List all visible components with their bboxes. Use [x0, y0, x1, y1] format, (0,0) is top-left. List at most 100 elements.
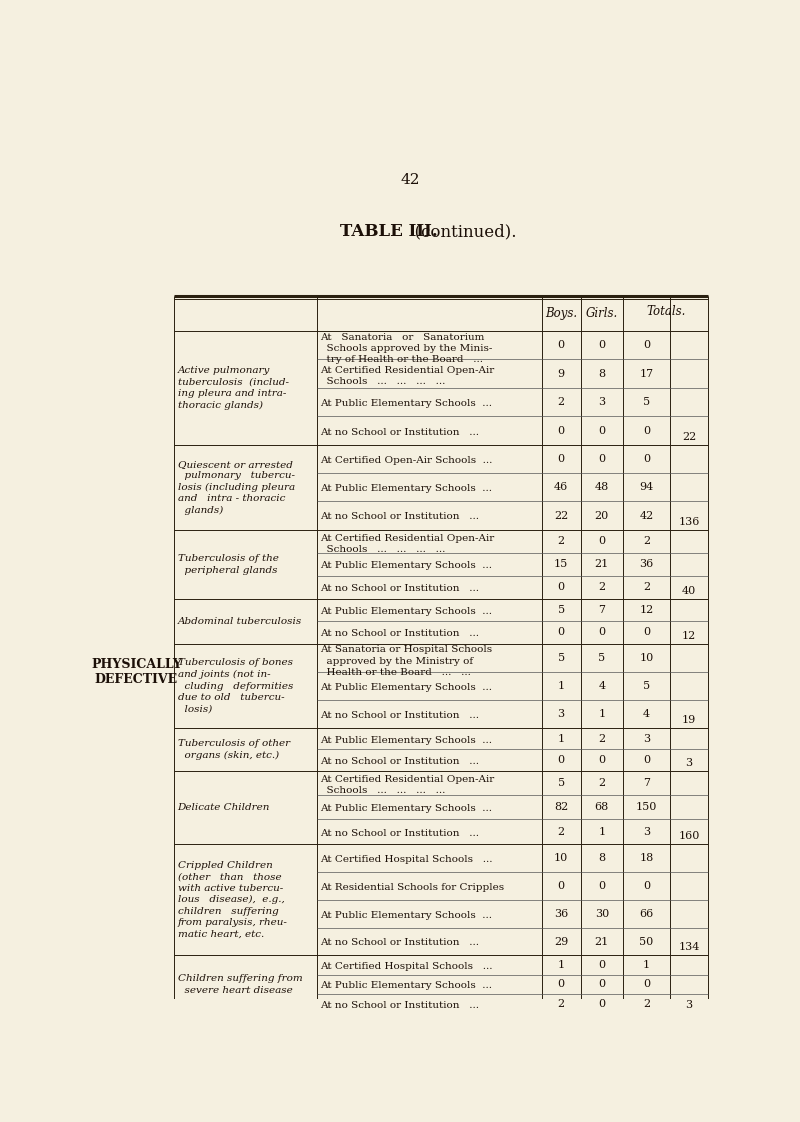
- Text: 2: 2: [598, 734, 606, 744]
- Text: Active pulmonary
tuberculosis  (includ-
ing pleura and intra-
thoracic glands): Active pulmonary tuberculosis (includ- i…: [178, 366, 289, 410]
- Text: At Public Elementary Schools  ...: At Public Elementary Schools ...: [320, 485, 492, 494]
- Text: 82: 82: [554, 802, 568, 812]
- Text: 18: 18: [639, 853, 654, 863]
- Text: 12: 12: [639, 605, 654, 615]
- Text: 36: 36: [554, 909, 568, 919]
- Text: 160: 160: [678, 830, 700, 840]
- Text: 1: 1: [598, 709, 606, 719]
- Text: 0: 0: [598, 881, 606, 891]
- Text: Crippled Children
(other   than   those
with active tubercu-
lous   disease),  e: Crippled Children (other than those with…: [178, 861, 287, 939]
- Text: 0: 0: [598, 999, 606, 1009]
- Text: At no School or Institution   ...: At no School or Institution ...: [320, 629, 479, 638]
- Text: 21: 21: [594, 559, 609, 569]
- Text: At Certified Residential Open-Air
  Schools   ...   ...   ...   ...: At Certified Residential Open-Air School…: [320, 775, 494, 795]
- Text: Tuberculosis of bones
and joints (not in-
  cluding   deformities
due to old   t: Tuberculosis of bones and joints (not in…: [178, 659, 293, 714]
- Text: At Certified Residential Open-Air
  Schools   ...   ...   ...   ...: At Certified Residential Open-Air School…: [320, 533, 494, 553]
- Text: 5: 5: [643, 397, 650, 407]
- Text: 20: 20: [594, 511, 609, 521]
- Text: 0: 0: [558, 425, 565, 435]
- Text: At Sanatoria or Hospital Schools
  approved by the Ministry of
  Health or the B: At Sanatoria or Hospital Schools approve…: [320, 645, 492, 677]
- Text: TABLE III.: TABLE III.: [340, 223, 438, 240]
- Text: 8: 8: [598, 853, 606, 863]
- Text: 1: 1: [558, 960, 565, 971]
- Text: At Public Elementary Schools  ...: At Public Elementary Schools ...: [320, 804, 492, 813]
- Text: 2: 2: [558, 536, 565, 546]
- Text: 0: 0: [558, 755, 565, 765]
- Text: 0: 0: [643, 425, 650, 435]
- Text: 66: 66: [639, 909, 654, 919]
- Text: 68: 68: [594, 802, 609, 812]
- Text: 5: 5: [558, 653, 565, 663]
- Text: Totals.: Totals.: [646, 305, 686, 318]
- Text: At no School or Institution   ...: At no School or Institution ...: [320, 1001, 479, 1010]
- Text: At Public Elementary Schools  ...: At Public Elementary Schools ...: [320, 736, 492, 745]
- Text: 22: 22: [554, 511, 568, 521]
- Text: Delicate Children: Delicate Children: [178, 802, 270, 811]
- Text: At Public Elementary Schools  ...: At Public Elementary Schools ...: [320, 561, 492, 570]
- Text: At no School or Institution   ...: At no School or Institution ...: [320, 711, 479, 720]
- Text: At Certified Open-Air Schools  ...: At Certified Open-Air Schools ...: [320, 456, 493, 465]
- Text: 94: 94: [639, 482, 654, 493]
- Text: 0: 0: [558, 582, 565, 592]
- Text: 5: 5: [558, 605, 565, 615]
- Text: (continued).: (continued).: [404, 223, 516, 240]
- Text: 12: 12: [682, 631, 696, 641]
- Text: At Public Elementary Schools  ...: At Public Elementary Schools ...: [320, 399, 492, 408]
- Text: 0: 0: [598, 536, 606, 546]
- Text: At no School or Institution   ...: At no School or Institution ...: [320, 938, 479, 947]
- Text: 3: 3: [598, 397, 606, 407]
- Text: 50: 50: [639, 937, 654, 947]
- Text: 2: 2: [558, 827, 565, 837]
- Text: 19: 19: [682, 715, 696, 725]
- Text: At Public Elementary Schools  ...: At Public Elementary Schools ...: [320, 607, 492, 616]
- Text: 7: 7: [598, 605, 606, 615]
- Text: 2: 2: [643, 999, 650, 1009]
- Text: Girls.: Girls.: [586, 307, 618, 320]
- Text: At Certified Hospital Schools   ...: At Certified Hospital Schools ...: [320, 855, 493, 864]
- Text: At   Sanatoria   or   Sanatorium
  Schools approved by the Minis-
  try of Healt: At Sanatoria or Sanatorium Schools appro…: [320, 333, 493, 365]
- Text: 5: 5: [643, 681, 650, 691]
- Text: 9: 9: [558, 369, 565, 379]
- Text: 29: 29: [554, 937, 568, 947]
- Text: At Certified Residential Open-Air
  Schools   ...   ...   ...   ...: At Certified Residential Open-Air School…: [320, 366, 494, 386]
- Text: 3: 3: [686, 757, 693, 767]
- Text: 0: 0: [558, 340, 565, 350]
- Text: At Public Elementary Schools  ...: At Public Elementary Schools ...: [320, 982, 492, 991]
- Text: Quiescent or arrested
  pulmonary   tubercu-
losis (including pleura
and   intra: Quiescent or arrested pulmonary tubercu-…: [178, 460, 294, 515]
- Text: At no School or Institution   ...: At no School or Institution ...: [320, 513, 479, 522]
- Text: At Residential Schools for Cripples: At Residential Schools for Cripples: [320, 883, 504, 892]
- Text: 0: 0: [598, 960, 606, 971]
- Text: 2: 2: [598, 778, 606, 788]
- Text: 10: 10: [554, 853, 568, 863]
- Text: 46: 46: [554, 482, 568, 493]
- Text: 36: 36: [639, 559, 654, 569]
- Text: 0: 0: [598, 425, 606, 435]
- Text: 0: 0: [598, 755, 606, 765]
- Text: 15: 15: [554, 559, 568, 569]
- Text: 4: 4: [643, 709, 650, 719]
- Text: 10: 10: [639, 653, 654, 663]
- Text: 2: 2: [558, 397, 565, 407]
- Text: 3: 3: [686, 1000, 693, 1010]
- Text: 1: 1: [598, 827, 606, 837]
- Text: At no School or Institution   ...: At no School or Institution ...: [320, 585, 479, 594]
- Text: 0: 0: [643, 980, 650, 990]
- Text: At no School or Institution   ...: At no School or Institution ...: [320, 427, 479, 436]
- Text: 3: 3: [558, 709, 565, 719]
- Text: Children suffering from
  severe heart disease: Children suffering from severe heart dis…: [178, 974, 302, 994]
- Text: 0: 0: [643, 881, 650, 891]
- Text: 40: 40: [682, 586, 696, 596]
- Text: 1: 1: [643, 960, 650, 971]
- Text: 1: 1: [558, 734, 565, 744]
- Text: 30: 30: [594, 909, 609, 919]
- Text: Tuberculosis of other
  organs (skin, etc.): Tuberculosis of other organs (skin, etc.…: [178, 739, 290, 760]
- Text: 134: 134: [678, 942, 700, 953]
- Text: PHYSICALLY
DEFECTIVE: PHYSICALLY DEFECTIVE: [91, 659, 182, 686]
- Text: 42: 42: [639, 511, 654, 521]
- Text: 22: 22: [682, 432, 696, 442]
- Text: Tuberculosis of the
  peripheral glands: Tuberculosis of the peripheral glands: [178, 554, 278, 574]
- Text: At no School or Institution   ...: At no School or Institution ...: [320, 757, 479, 766]
- Text: 0: 0: [643, 454, 650, 465]
- Text: At Public Elementary Schools  ...: At Public Elementary Schools ...: [320, 911, 492, 920]
- Text: 42: 42: [400, 173, 420, 187]
